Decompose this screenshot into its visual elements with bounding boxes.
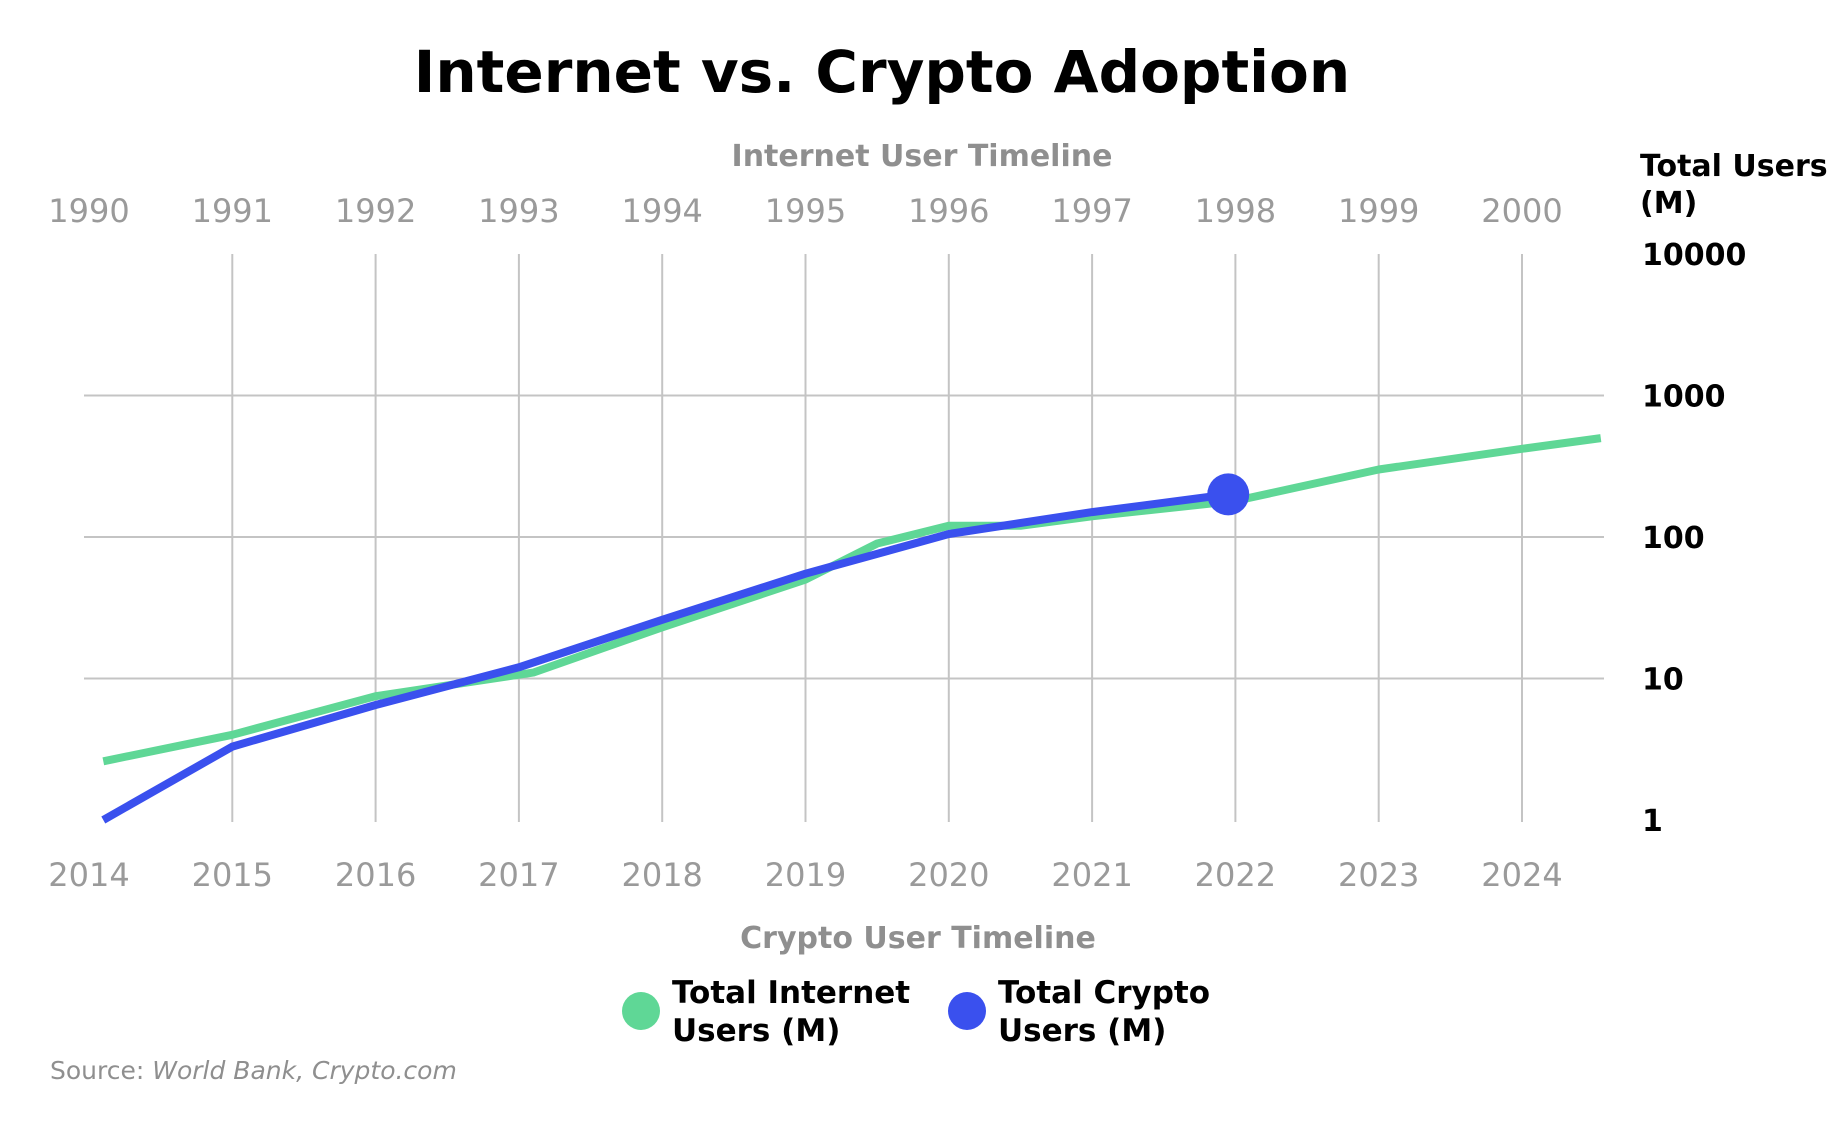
legend-internet-label: Total Internet Users (M) xyxy=(672,975,921,1049)
bottom-tick-label: 2017 xyxy=(478,856,559,894)
bottom-tick-label: 2015 xyxy=(192,856,273,894)
crypto-users-line xyxy=(101,490,1229,824)
y-tick-label: 100 xyxy=(1642,521,1705,556)
legend-crypto-swatch xyxy=(948,992,986,1030)
bottom-tick-label: 2023 xyxy=(1338,856,1419,894)
y-tick-label: 10 xyxy=(1642,663,1684,698)
y-axis-ticks: 10000 1000 100 10 1 xyxy=(1642,238,1746,839)
legend-internet-line-1: Total Internet xyxy=(672,975,910,1011)
bottom-axis-title: Crypto User Timeline xyxy=(740,921,1096,956)
bottom-axis-ticks: 2014 2015 2016 2017 2018 2019 2020 2021 2022 2023… xyxy=(48,856,1562,894)
series-lines xyxy=(101,434,1602,824)
top-tick-label: 1996 xyxy=(908,192,989,230)
source-text: World Bank, Crypto.com xyxy=(152,1056,457,1085)
top-tick-label: 1993 xyxy=(478,192,559,230)
bottom-tick-label: 2020 xyxy=(908,856,989,894)
y-tick-label: 1000 xyxy=(1642,380,1726,415)
y-axis-title-line-1: Total Users xyxy=(1640,149,1828,184)
gridlines xyxy=(84,254,1604,822)
source-label: Source: xyxy=(50,1056,144,1085)
y-tick-label: 1 xyxy=(1642,804,1663,839)
legend-crypto-line-1: Total Crypto xyxy=(998,975,1210,1011)
chart-title: Internet vs. Crypto Adoption xyxy=(414,38,1350,106)
top-tick-label: 1997 xyxy=(1051,192,1132,230)
top-axis-title: Internet User Timeline xyxy=(732,139,1113,174)
legend-internet-swatch xyxy=(622,992,660,1030)
crypto-endpoint-marker xyxy=(1207,473,1250,516)
bottom-tick-label: 2018 xyxy=(621,856,702,894)
legend-internet-line-2: Users (M) xyxy=(672,1013,840,1049)
y-axis-title-line-2: (M) xyxy=(1640,186,1697,221)
top-tick-label: 1994 xyxy=(621,192,702,230)
internet-users-line xyxy=(102,434,1602,766)
y-tick-label: 10000 xyxy=(1642,238,1746,273)
bottom-tick-label: 2014 xyxy=(48,856,129,894)
top-tick-label: 1999 xyxy=(1338,192,1419,230)
bottom-tick-label: 2016 xyxy=(335,856,416,894)
legend-crypto-line-2: Users (M) xyxy=(998,1013,1166,1049)
legend: Total Internet Users (M) Total Crypto Us… xyxy=(622,975,1221,1049)
source-note: Source: World Bank, Crypto.com xyxy=(50,1056,457,1085)
top-tick-label: 1992 xyxy=(335,192,416,230)
bottom-tick-label: 2024 xyxy=(1481,856,1562,894)
y-axis-title: Total Users (M) xyxy=(1640,149,1838,221)
bottom-tick-label: 2021 xyxy=(1051,856,1132,894)
top-tick-label: 1998 xyxy=(1195,192,1276,230)
top-tick-label: 2000 xyxy=(1481,192,1562,230)
top-tick-label: 1995 xyxy=(765,192,846,230)
top-tick-label: 1990 xyxy=(48,192,129,230)
bottom-tick-label: 2019 xyxy=(765,856,846,894)
top-axis-ticks: 1990 1991 1992 1993 1994 1995 1996 1997 1998 1999… xyxy=(48,192,1562,230)
bottom-tick-label: 2022 xyxy=(1195,856,1276,894)
top-tick-label: 1991 xyxy=(192,192,273,230)
legend-crypto-label: Total Crypto Users (M) xyxy=(998,975,1221,1049)
